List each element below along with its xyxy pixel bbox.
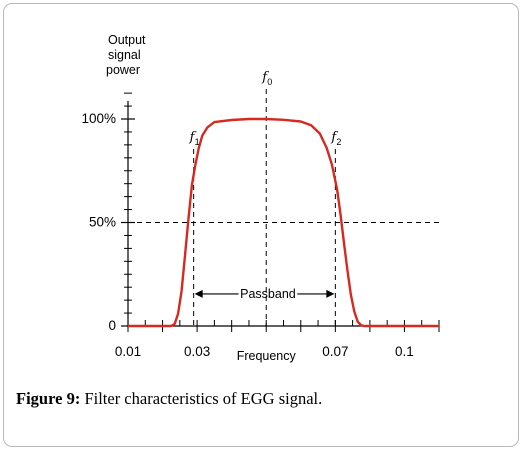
x-tick-label: 0.1 xyxy=(395,344,414,359)
filter-response-line xyxy=(128,117,439,328)
y-tick-label: 0 xyxy=(108,318,116,333)
passband-arrowhead-left xyxy=(194,289,203,298)
figure-frame: 0 50% 100% 0.01 0.03 0.07 0.1 Output signal power… xyxy=(3,3,519,447)
f2-label-symbol: f xyxy=(330,130,338,145)
y-axis-label: signal xyxy=(108,48,141,62)
passband-arrowhead-right xyxy=(326,289,335,298)
figure-caption: Figure 9: Filter characteristics of EGG … xyxy=(16,389,322,409)
filter-chart: 0 50% 100% 0.01 0.03 0.07 0.1 Outputsignalpower… xyxy=(81,33,440,363)
f1-label-subscript: 1 xyxy=(195,137,200,147)
x-tick-label: 0.01 xyxy=(115,344,141,359)
f1-label-symbol: f xyxy=(189,130,197,145)
x-axis-label: Frequency xyxy=(237,349,297,363)
f0-label-subscript: 0 xyxy=(267,77,272,87)
caption-text: Filter characteristics of EGG signal. xyxy=(84,389,323,408)
chart-labels: 0 50% 100% 0.01 0.03 0.07 0.1 Outputsignalpower… xyxy=(81,33,413,363)
f2-label-subscript: 2 xyxy=(336,137,341,147)
y-axis-label: Output xyxy=(108,33,146,47)
passband-label: Passband xyxy=(240,287,296,301)
caption-label: Figure 9: xyxy=(16,389,81,408)
y-axis-label: power xyxy=(106,63,140,77)
response-curve xyxy=(128,117,439,328)
y-tick-label: 50% xyxy=(89,215,116,230)
f0-label-symbol: f xyxy=(261,70,269,85)
y-tick-label: 100% xyxy=(81,111,116,126)
x-tick-label: 0.03 xyxy=(184,344,210,359)
x-tick-label: 0.07 xyxy=(322,344,348,359)
